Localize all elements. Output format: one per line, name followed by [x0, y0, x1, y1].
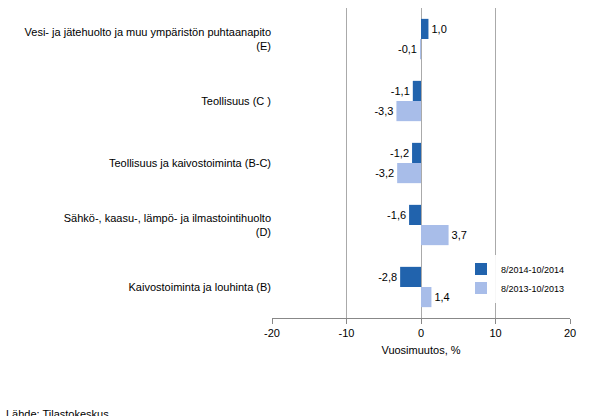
svg-text:8/2014-10/2014: 8/2014-10/2014 [501, 265, 564, 275]
svg-text:-0,1: -0,1 [398, 43, 417, 55]
svg-text:Teollisuus ja kaivostoiminta (: Teollisuus ja kaivostoiminta (B-C) [109, 157, 271, 169]
svg-text:Kaivostoiminta ja louhinta (B): Kaivostoiminta ja louhinta (B) [129, 281, 271, 293]
svg-text:Vuosimuutos, %: Vuosimuutos, % [381, 344, 460, 356]
svg-text:Sähkö-, kaasu-, lämpö- ja ilma: Sähkö-, kaasu-, lämpö- ja ilmastointihuo… [64, 212, 271, 238]
svg-text:1,4: 1,4 [434, 291, 449, 303]
svg-text:Vesi- ja jätehuolto ja muu ymp: Vesi- ja jätehuolto ja muu ympäristön pu… [25, 26, 271, 52]
svg-text:1,0: 1,0 [431, 23, 446, 35]
svg-text:8/2013-10/2013: 8/2013-10/2013 [501, 284, 564, 294]
svg-text:Lähde: Tilastokeskus: Lähde: Tilastokeskus [6, 408, 109, 416]
svg-text:20: 20 [564, 327, 576, 339]
svg-text:-1,6: -1,6 [387, 209, 406, 221]
svg-text:Teollisuus (C ): Teollisuus (C ) [201, 95, 271, 107]
svg-text:-2,8: -2,8 [378, 271, 397, 283]
svg-text:-3,2: -3,2 [375, 167, 394, 179]
svg-text:-1,2: -1,2 [390, 147, 409, 159]
svg-text:-1,1: -1,1 [391, 85, 410, 97]
svg-text:3,7: 3,7 [452, 229, 467, 241]
svg-text:10: 10 [489, 327, 501, 339]
svg-text:0: 0 [418, 327, 424, 339]
svg-text:-3,3: -3,3 [374, 105, 393, 117]
svg-text:-10: -10 [339, 327, 355, 339]
svg-text:-20: -20 [264, 327, 280, 339]
